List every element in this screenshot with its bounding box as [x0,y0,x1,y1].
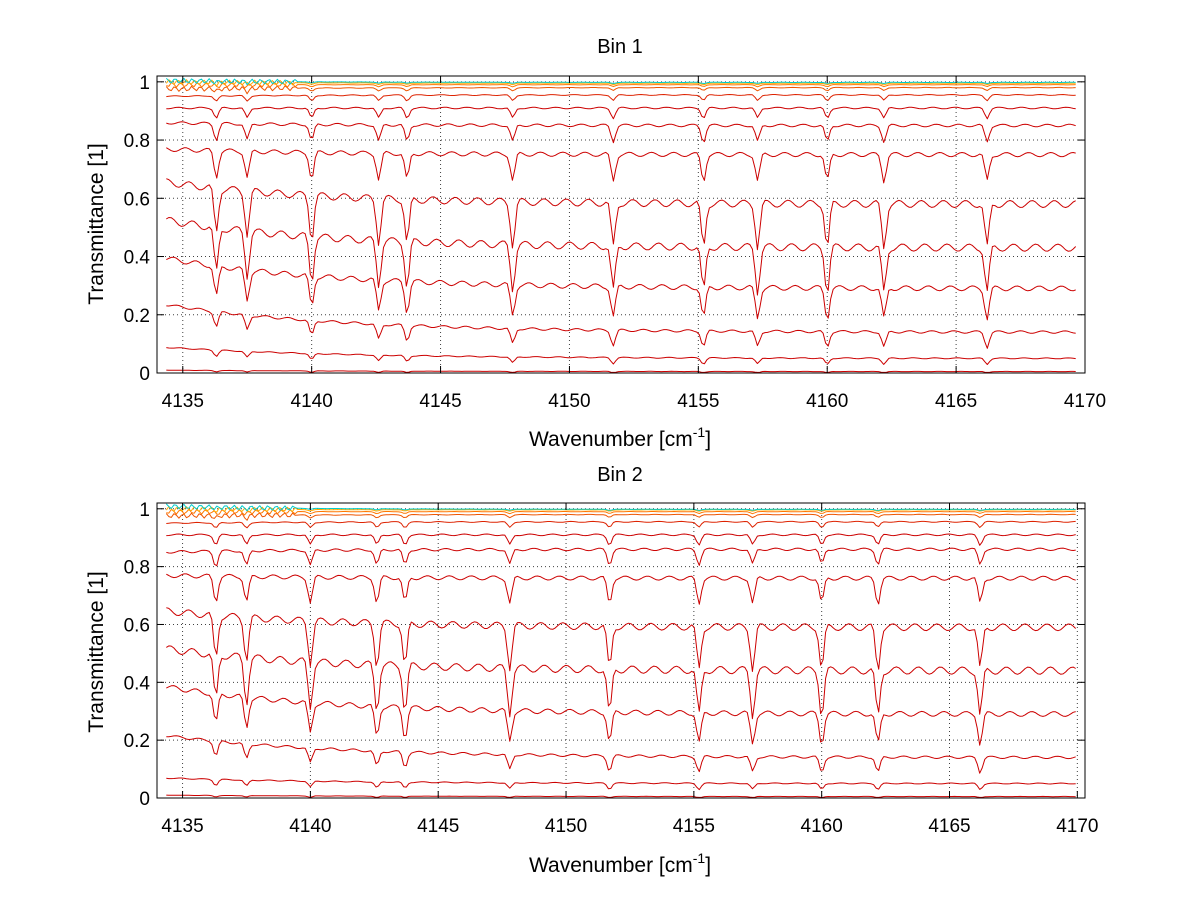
y-tick-label: 0.2 [124,306,150,327]
series-line-t2 [166,777,1076,791]
series-line-t6 [166,178,1076,251]
series-line-t8 [166,547,1076,567]
series-line-t2 [166,347,1076,365]
traces-layer [165,503,1077,798]
x-tick-label: 4170 [1064,391,1106,412]
x-tick-label: 4150 [545,816,587,837]
y-tick-label: 1 [139,73,150,94]
x-tick-label: 4165 [928,816,970,837]
series-line-t11 [165,512,1076,521]
y-tick-label: 0 [139,789,150,810]
x-tick-label: 4140 [291,391,333,412]
x-tick-label: 4135 [161,816,203,837]
x-tick-label: 4165 [935,391,977,412]
panel-bin-2: Bin 2 4135 4140 4145 4150 4155 4160 4165 4170 0 0… [85,464,1098,877]
y-tick-label: 0.2 [124,731,150,752]
x-tick-label: 4150 [548,391,590,412]
series-line-t4 [166,256,1076,321]
series-line-t7 [166,573,1076,605]
series-line-t4 [166,685,1076,746]
grid-layer [157,503,1085,799]
axes-box [156,502,1086,799]
series-line-t3 [166,304,1076,349]
x-tick-label: 4170 [1056,816,1098,837]
series-line-t13 [165,506,1076,513]
axes-box [156,75,1086,374]
y-tick-label: 1 [139,500,150,521]
x-tick-label: 4145 [419,391,461,412]
series-line-t1 [166,794,1076,798]
series-line-t13 [165,79,1076,87]
y-tick-label: 0.6 [124,615,150,636]
series-line-t12 [166,81,1076,89]
ticks-layer: 4135 4140 4145 4150 4155 4160 4165 4170 0 0.2 0.4 0… [124,73,1107,412]
x-axis-label: Wavenumber [cm-1] [529,424,711,451]
ticks-layer: 4135 4140 4145 4150 4155 4160 4165 4170 0 0.2 0.4 0… [124,500,1099,837]
grid-layer [157,76,1086,374]
series-line-t1 [166,369,1076,373]
series-line-t9 [166,533,1076,546]
x-tick-label: 4155 [673,816,715,837]
y-tick-label: 0.4 [124,673,151,694]
panel-bin-1: Bin 1 4135 4140 4145 4150 4155 4160 4165 4170 0 0… [85,36,1106,451]
series-line-t5 [166,645,1076,720]
x-tick-label: 4160 [806,391,848,412]
series-line-t8 [166,121,1076,144]
series-line-t3 [166,735,1076,774]
y-tick-label: 0.8 [124,131,150,152]
series-line-t9 [166,106,1076,120]
series-line-t14 [165,503,1076,512]
series-line-t12 [166,508,1076,516]
x-tick-label: 4160 [801,816,843,837]
series-line-t10 [166,520,1076,529]
series-line-t14 [165,77,1076,86]
y-tick-label: 0 [139,364,150,385]
y-tick-label: 0.4 [124,248,151,269]
series-line-t5 [166,217,1077,296]
series-line-t10 [166,94,1076,102]
panel-title: Bin 1 [597,36,643,58]
traces-layer [165,77,1077,373]
x-tick-label: 4135 [162,391,204,412]
y-axis-label: Transmittance [1] [85,571,108,732]
series-line-t11 [165,85,1076,95]
x-tick-label: 4155 [677,391,719,412]
x-axis-label: Wavenumber [cm-1] [529,850,711,877]
y-axis-label: Transmittance [1] [85,143,108,304]
x-tick-label: 4140 [289,816,331,837]
series-line-t6 [166,607,1077,672]
panel-title: Bin 2 [597,464,643,486]
y-tick-label: 0.8 [124,558,150,579]
x-tick-label: 4145 [417,816,459,837]
series-line-t7 [166,147,1076,184]
y-tick-label: 0.6 [124,189,150,210]
